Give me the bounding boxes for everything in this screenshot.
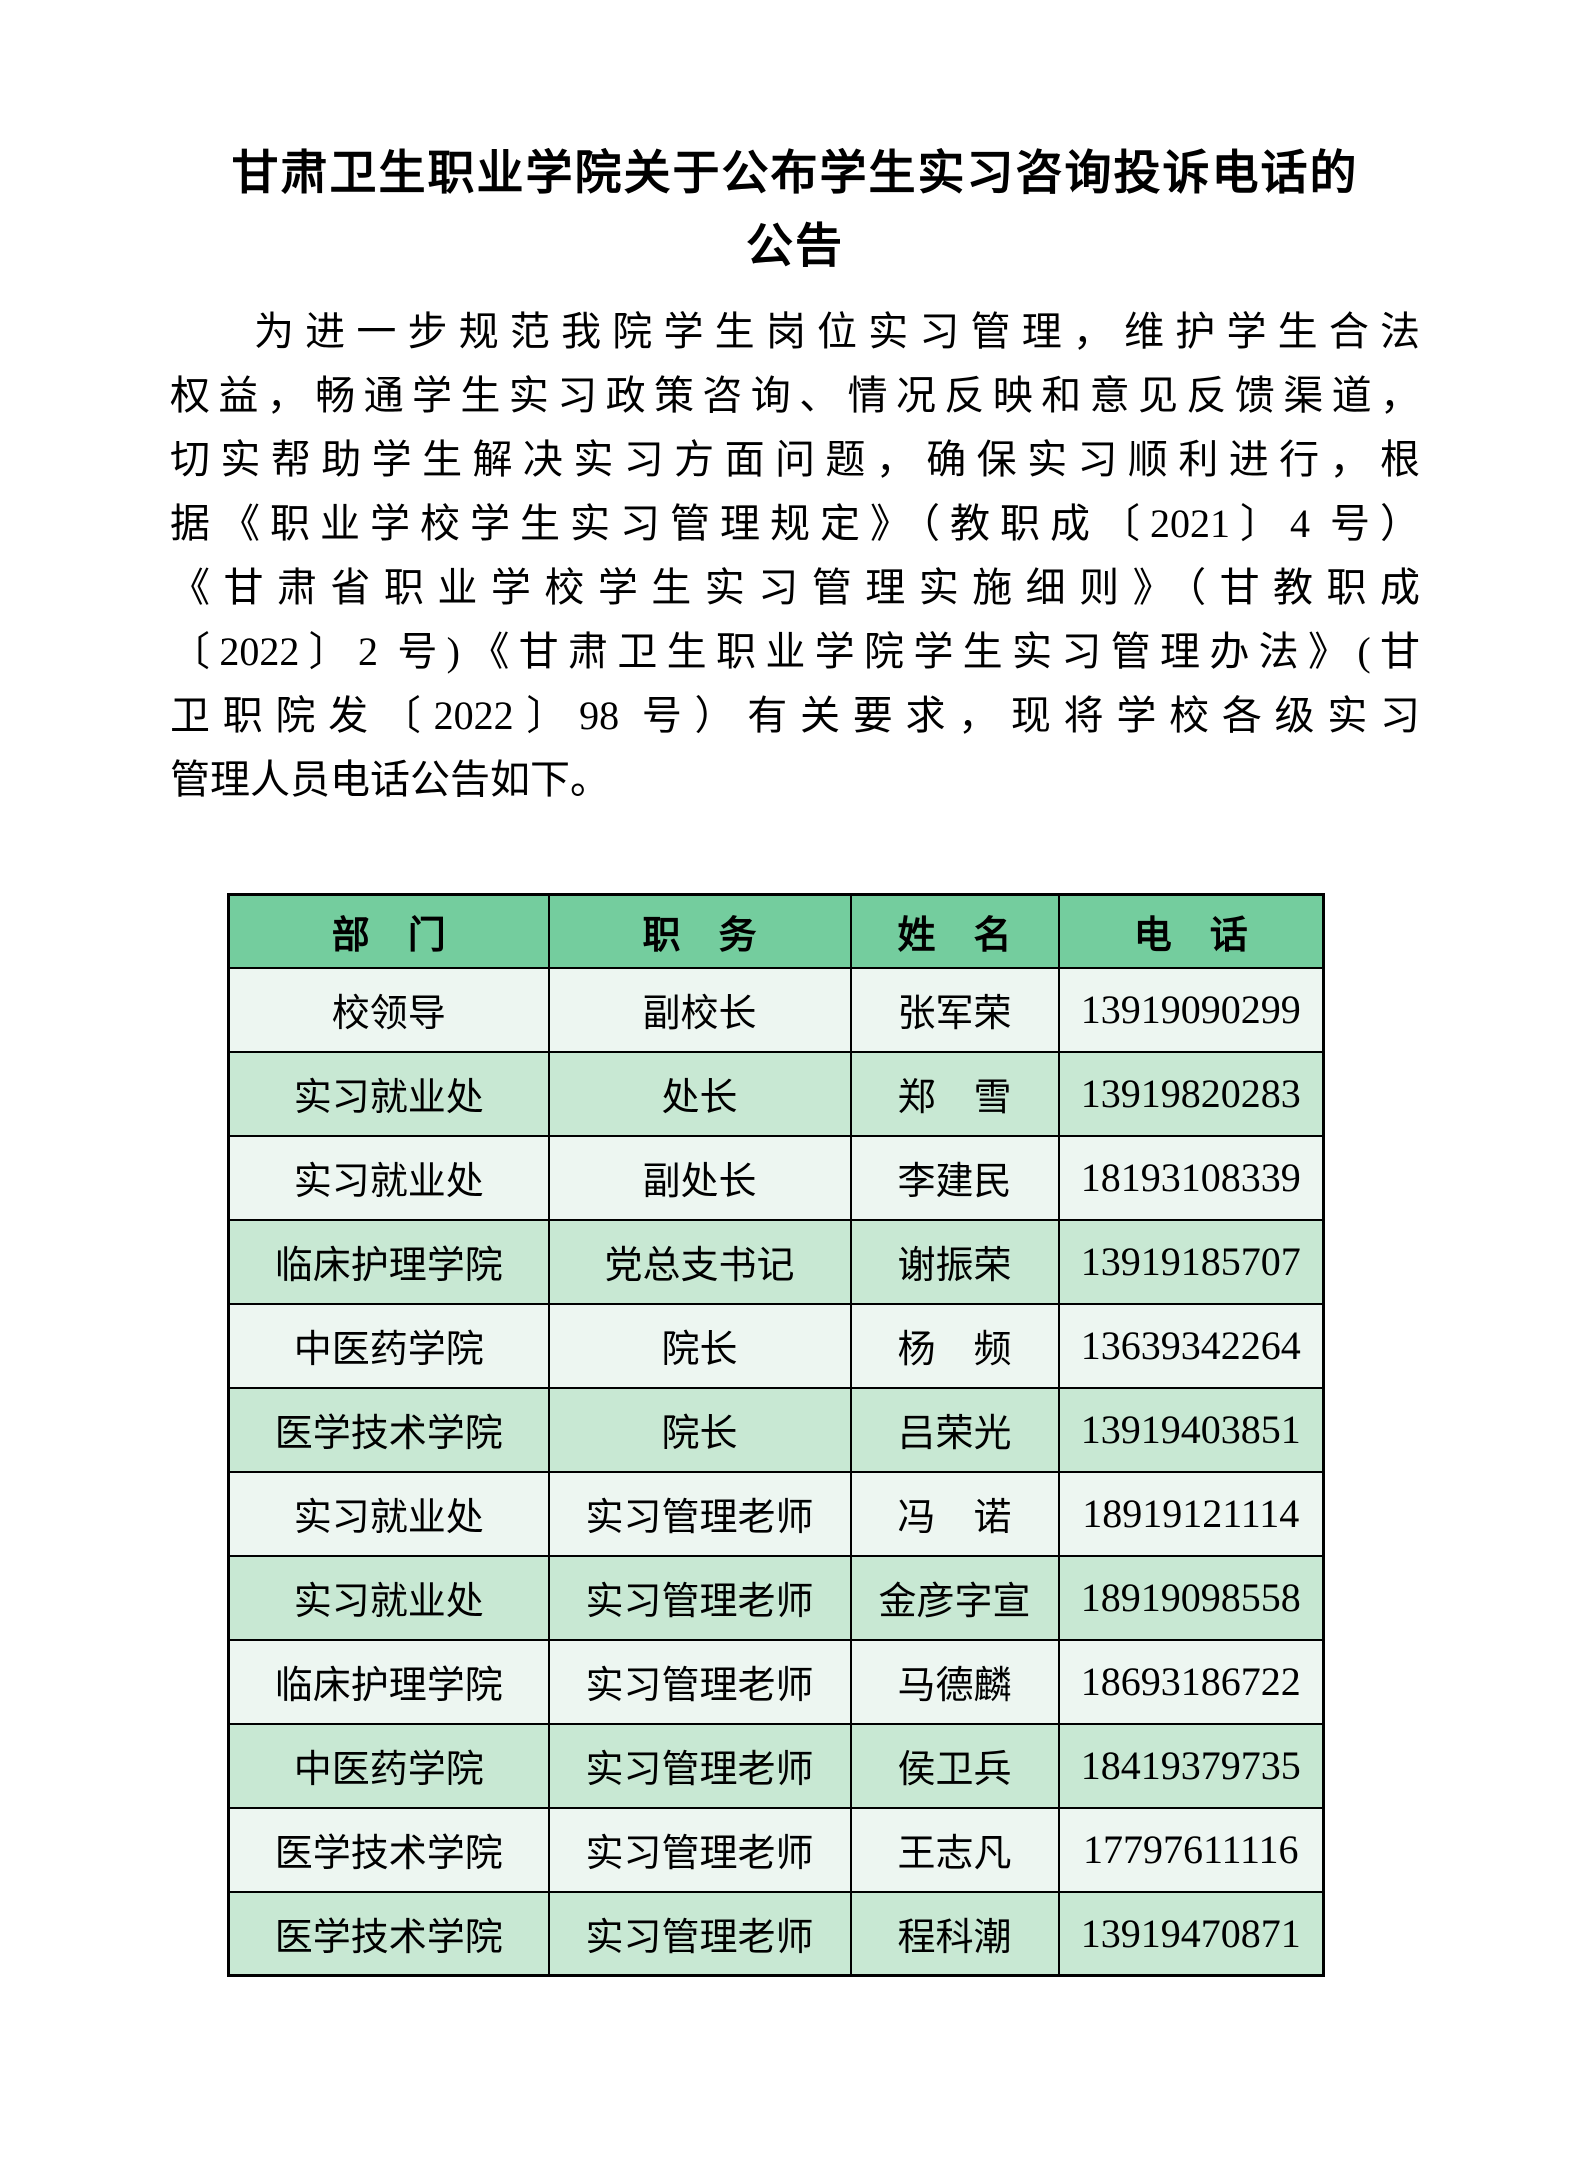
table-header-cell: 部 门: [227, 893, 550, 969]
title-line-2: 公告: [746, 221, 844, 273]
paragraph-line: 卫职院发〔2022〕98 号）有关要求，现将学校各级实习: [170, 693, 1420, 738]
table-row: 临床护理学院 实习管理老师 马德麟 18693186722: [227, 1638, 1325, 1725]
cell-name: 程科潮: [849, 1890, 1060, 1977]
cell-position: 处长: [547, 1050, 852, 1137]
cell-phone: 13919185707: [1057, 1218, 1325, 1305]
cell-department: 中医药学院: [227, 1722, 550, 1809]
cell-position: 院长: [547, 1302, 852, 1389]
cell-name: 张军荣: [849, 966, 1060, 1053]
cell-department: 医学技术学院: [227, 1386, 550, 1473]
table-row: 临床护理学院 党总支书记 谢振荣 13919185707: [227, 1218, 1325, 1305]
cell-position: 副处长: [547, 1134, 852, 1221]
cell-name: 冯 诺: [849, 1470, 1060, 1557]
announcement-paragraph: 为进一步规范我院学生岗位实习管理，维护学生合法权益，畅通学生实习政策咨询、情况反…: [170, 300, 1420, 812]
cell-name: 谢振荣: [849, 1218, 1060, 1305]
cell-department: 实习就业处: [227, 1554, 550, 1641]
document-content: 甘肃卫生职业学院关于公布学生实习咨询投诉电话的 公告 为进一步规范我院学生岗位实…: [170, 138, 1420, 1977]
cell-phone: 18193108339: [1057, 1134, 1325, 1221]
cell-position: 实习管理老师: [547, 1806, 852, 1893]
cell-phone: 18919098558: [1057, 1554, 1325, 1641]
cell-department: 中医药学院: [227, 1302, 550, 1389]
cell-position: 实习管理老师: [547, 1638, 852, 1725]
cell-department: 实习就业处: [227, 1050, 550, 1137]
cell-name: 马德麟: [849, 1638, 1060, 1725]
cell-phone: 13919090299: [1057, 966, 1325, 1053]
cell-department: 临床护理学院: [227, 1638, 550, 1725]
cell-phone: 17797611116: [1057, 1806, 1325, 1893]
cell-name: 杨 频: [849, 1302, 1060, 1389]
cell-position: 副校长: [547, 966, 852, 1053]
paragraph-line: 为进一步规范我院学生岗位实习管理，维护学生合法: [254, 309, 1420, 354]
cell-position: 实习管理老师: [547, 1722, 852, 1809]
cell-position: 实习管理老师: [547, 1470, 852, 1557]
cell-position: 实习管理老师: [547, 1554, 852, 1641]
cell-name: 王志凡: [849, 1806, 1060, 1893]
cell-name: 李建民: [849, 1134, 1060, 1221]
cell-department: 临床护理学院: [227, 1218, 550, 1305]
paragraph-line: 切实帮助学生解决实习方面问题，确保实习顺利进行，根: [170, 437, 1420, 482]
table-row: 医学技术学院 实习管理老师 程科潮 13919470871: [227, 1890, 1325, 1977]
cell-department: 实习就业处: [227, 1470, 550, 1557]
table-header-cell: 姓 名: [849, 893, 1060, 969]
table-row: 实习就业处 实习管理老师冯 诺 18919121114: [227, 1470, 1325, 1557]
page-title: 甘肃卫生职业学院关于公布学生实习咨询投诉电话的 公告: [170, 138, 1420, 284]
cell-phone: 18693186722: [1057, 1638, 1325, 1725]
cell-department: 医学技术学院: [227, 1890, 550, 1977]
table-header-cell: 电 话: [1057, 893, 1325, 969]
cell-name: 侯卫兵: [849, 1722, 1060, 1809]
table-row: 医学技术学院 院长 吕荣光 13919403851: [227, 1386, 1325, 1473]
cell-department: 实习就业处: [227, 1134, 550, 1221]
table-row: 实习就业处 实习管理老师 金彦字宣 18919098558: [227, 1554, 1325, 1641]
cell-phone: 18419379735: [1057, 1722, 1325, 1809]
table-row: 实习就业处 处长郑 雪 13919820283: [227, 1050, 1325, 1137]
cell-phone: 13919820283: [1057, 1050, 1325, 1137]
cell-phone: 13919403851: [1057, 1386, 1325, 1473]
table-row: 实习就业处 副处长 李建民 18193108339: [227, 1134, 1325, 1221]
table-header: 部 门职 务姓 名电 话: [227, 893, 1325, 969]
paragraph-line: 〔2022〕2 号)《甘肃卫生职业学院学生实习管理办法》(甘: [170, 629, 1420, 674]
paragraph-line: 据《职业学校学生实习管理规定》（教职成〔2021〕4 号）: [170, 501, 1420, 546]
table-row: 校领导 副校长 张军荣 13919090299: [227, 966, 1325, 1053]
cell-name: 金彦字宣: [849, 1554, 1060, 1641]
cell-name: 吕荣光: [849, 1386, 1060, 1473]
title-line-1: 甘肃卫生职业学院关于公布学生实习咨询投诉电话的: [231, 148, 1359, 200]
table-body: 校领导 副校长 张军荣 13919090299 实习就业处 处长郑 雪 1391982028…: [227, 966, 1325, 1977]
table-row: 中医药学院 院长杨 频 13639342264: [227, 1302, 1325, 1389]
cell-position: 党总支书记: [547, 1218, 852, 1305]
paragraph-line: 《甘肃省职业学校学生实习管理实施细则》（甘教职成: [170, 565, 1420, 610]
table-header-row: 部 门职 务姓 名电 话: [227, 893, 1325, 969]
table-row: 中医药学院 实习管理老师 侯卫兵 18419379735: [227, 1722, 1325, 1809]
paragraph-line: 管理人员电话公告如下。: [170, 757, 610, 802]
cell-phone: 18919121114: [1057, 1470, 1325, 1557]
cell-position: 实习管理老师: [547, 1890, 852, 1977]
table-header-cell: 职 务: [547, 893, 852, 969]
contact-phone-table: 部 门职 务姓 名电 话 校领导 副校长 张军荣 13919090299 实习就业处 处长…: [227, 893, 1325, 1977]
cell-position: 院长: [547, 1386, 852, 1473]
paragraph-line: 权益，畅通学生实习政策咨询、情况反映和意见反馈渠道，: [170, 373, 1420, 418]
table-row: 医学技术学院 实习管理老师 王志凡 17797611116: [227, 1806, 1325, 1893]
cell-phone: 13639342264: [1057, 1302, 1325, 1389]
cell-phone: 13919470871: [1057, 1890, 1325, 1977]
cell-name: 郑 雪: [849, 1050, 1060, 1137]
cell-department: 校领导: [227, 966, 550, 1053]
cell-department: 医学技术学院: [227, 1806, 550, 1893]
